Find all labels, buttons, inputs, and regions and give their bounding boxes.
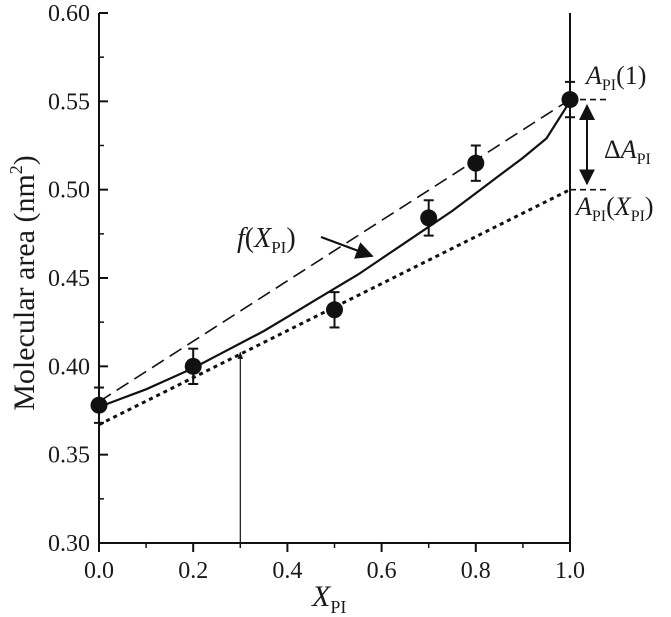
y-tick-label: 0.55 bbox=[48, 89, 90, 115]
y-axis-label-main: Molecular area (nm bbox=[8, 174, 41, 411]
x-tick-label: 1.0 bbox=[555, 558, 585, 584]
a-pi-x-label: API(XPI) bbox=[574, 192, 654, 225]
y-tick-label: 0.40 bbox=[48, 354, 90, 380]
fit-curve-label-fn: f bbox=[237, 223, 248, 254]
a-pi-one-label: API(1) bbox=[584, 61, 646, 94]
a-pi-x-sub: PI bbox=[592, 208, 606, 225]
x-axis-label-sub: PI bbox=[330, 597, 346, 617]
y-tick-label: 0.35 bbox=[48, 443, 90, 469]
delta-a-delta: Δ bbox=[604, 135, 621, 164]
x-tick-label: 0.2 bbox=[178, 558, 208, 584]
delta-a-label: ΔAPI bbox=[604, 135, 651, 168]
x-tick-label: 0.4 bbox=[272, 558, 302, 584]
data-point bbox=[467, 154, 485, 172]
fit-curve-label-sub: PI bbox=[271, 238, 286, 257]
data-point bbox=[420, 209, 438, 227]
data-point bbox=[326, 301, 343, 319]
y-axis-label-close: ) bbox=[8, 155, 41, 165]
x-tick-label: 0.8 bbox=[461, 558, 491, 584]
delta-a-var: A bbox=[619, 135, 637, 164]
y-tick-label: 0.60 bbox=[48, 1, 90, 27]
y-tick-label: 0.45 bbox=[48, 266, 90, 292]
x-axis-label: XPI bbox=[311, 580, 346, 617]
delta-a-sub: PI bbox=[637, 151, 651, 168]
y-tick-label: 0.50 bbox=[48, 178, 90, 204]
a-pi-one-rest: (1) bbox=[616, 61, 646, 90]
a-pi-x-open: ( bbox=[606, 192, 615, 221]
a-pi-x-sub2: PI bbox=[631, 208, 645, 225]
a-pi-x-close: ) bbox=[645, 192, 654, 221]
a-pi-x-var: A bbox=[574, 192, 592, 221]
dashed-chord-line bbox=[98, 98, 571, 403]
a-pi-one-var: A bbox=[584, 61, 602, 90]
fit-curve-label-arrow bbox=[320, 235, 374, 259]
fit-curve-label-close: ) bbox=[286, 223, 295, 254]
x-tick-label: 0.0 bbox=[84, 558, 114, 584]
fit-curve-label-var: X bbox=[253, 223, 272, 254]
y-axis-label: Molecular area (nm2) bbox=[6, 155, 41, 411]
fit-curve bbox=[98, 100, 571, 409]
y-axis-label-sup: 2 bbox=[6, 165, 26, 174]
x-tick-label: 0.6 bbox=[367, 558, 397, 584]
data-point bbox=[184, 357, 202, 375]
x-axis-label-var: X bbox=[311, 580, 332, 613]
y-tick-label: 0.30 bbox=[48, 531, 90, 557]
fit-curve-label-open: ( bbox=[245, 223, 254, 254]
a-pi-one-sub: PI bbox=[602, 77, 616, 94]
fit-curve-label: f(XPI) bbox=[237, 223, 296, 257]
a-pi-x-var2: X bbox=[614, 192, 632, 221]
